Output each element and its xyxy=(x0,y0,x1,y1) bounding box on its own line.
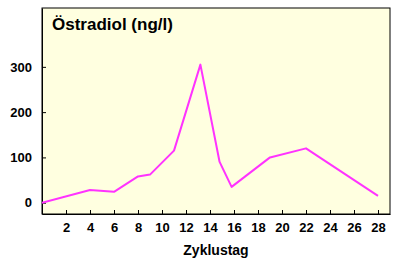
x-tick-mark xyxy=(210,210,211,214)
x-axis-title: Zyklustag xyxy=(183,242,248,258)
x-tick-mark xyxy=(282,210,283,214)
x-tick-label: 12 xyxy=(179,220,193,235)
x-tick-mark xyxy=(330,210,331,214)
y-tick-label: 0 xyxy=(25,195,32,210)
x-tick-label: 22 xyxy=(299,220,313,235)
y-tick-label: 100 xyxy=(10,150,32,165)
y-tick-label: 200 xyxy=(10,105,32,120)
y-tick-mark xyxy=(42,67,46,68)
x-tick-mark xyxy=(258,210,259,214)
y-axis: 0 100 200 300 xyxy=(10,9,46,215)
x-tick-mark xyxy=(186,210,187,214)
y-tick-mark xyxy=(42,157,46,158)
x-tick-label: 4 xyxy=(87,220,95,235)
x-tick-label: 10 xyxy=(155,220,169,235)
x-tick-mark xyxy=(354,210,355,214)
x-tick-label: 6 xyxy=(111,220,118,235)
title: Östradiol (ng/l) xyxy=(52,15,173,34)
y-tick-mark xyxy=(42,112,46,113)
x-tick-label: 16 xyxy=(227,220,241,235)
x-tick-label: 18 xyxy=(251,220,265,235)
x-tick-label: 28 xyxy=(371,220,385,235)
y-tick: 300 xyxy=(10,60,46,75)
y-tick: 200 xyxy=(10,105,46,120)
chart: 2468101214161820222426280100200300Östrad… xyxy=(0,0,400,261)
x-tick-mark xyxy=(90,210,91,214)
x-tick-mark xyxy=(138,210,139,214)
x-tick-label: 20 xyxy=(275,220,289,235)
x-tick-label: 26 xyxy=(347,220,361,235)
x-tick-label: 14 xyxy=(203,220,218,235)
plot-background xyxy=(42,8,390,214)
x-tick-mark xyxy=(66,210,67,214)
y-tick-label: 300 xyxy=(10,60,32,75)
y-tick: 100 xyxy=(10,150,46,165)
marks xyxy=(42,65,378,203)
x-tick-label: 24 xyxy=(323,220,338,235)
x-tick-mark xyxy=(234,210,235,214)
line xyxy=(42,65,378,203)
x-tick-label: 2 xyxy=(63,220,70,235)
plot-frame xyxy=(42,8,390,214)
x-tick-mark xyxy=(306,210,307,214)
x-tick-mark xyxy=(114,210,115,214)
x-tick-mark xyxy=(378,210,379,214)
x-tick-mark xyxy=(162,210,163,214)
x-tick-label: 8 xyxy=(135,220,142,235)
